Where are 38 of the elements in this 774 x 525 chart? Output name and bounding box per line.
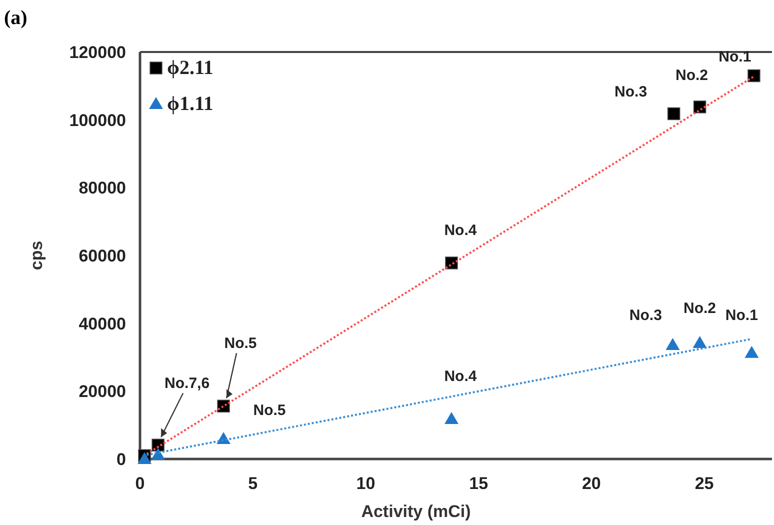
- y-tick-label: 100000: [69, 110, 126, 130]
- point: [666, 338, 680, 350]
- x-tick-label: 15: [469, 474, 488, 493]
- annotation: No.3: [614, 84, 648, 101]
- y-tick-label: 80000: [78, 178, 126, 198]
- point: [667, 107, 680, 120]
- annotation: No.4: [444, 222, 478, 239]
- legend-label: ϕ1.11: [167, 93, 214, 115]
- y-tick-label: 120000: [69, 43, 126, 62]
- text: (a): [4, 7, 28, 29]
- legend-label: ϕ2.11: [167, 57, 214, 79]
- y-tick-label: 60000: [78, 246, 126, 266]
- annotation: No.1: [718, 48, 752, 66]
- y-tick-label: 20000: [78, 382, 126, 402]
- annotation: No.5: [253, 402, 286, 419]
- x-tick-label: 5: [248, 474, 258, 493]
- point: [744, 346, 759, 358]
- annotation: No.4: [444, 368, 478, 385]
- x-tick-label: 10: [356, 474, 376, 493]
- annotation: No.3: [629, 307, 662, 324]
- annotation: No.7,6: [164, 375, 210, 392]
- x-tick-label: 20: [582, 474, 601, 493]
- y-axis-title: cps: [27, 240, 46, 270]
- annotation: No.5: [224, 335, 257, 352]
- x-tick-label: 0: [135, 474, 145, 493]
- y-tick-label: 40000: [78, 314, 126, 334]
- y-tick-label: 0: [116, 450, 126, 469]
- annotation: No.2: [684, 300, 716, 318]
- point: [151, 448, 166, 460]
- point: [444, 412, 458, 424]
- x-axis-title: Activity (mCi): [361, 502, 471, 521]
- annotation: No.1: [725, 306, 758, 324]
- point: [748, 69, 760, 82]
- point: [692, 336, 707, 348]
- point: [693, 100, 706, 114]
- point: [138, 452, 152, 464]
- annotation: No.2: [676, 66, 708, 84]
- x-tick-label: 25: [694, 474, 714, 493]
